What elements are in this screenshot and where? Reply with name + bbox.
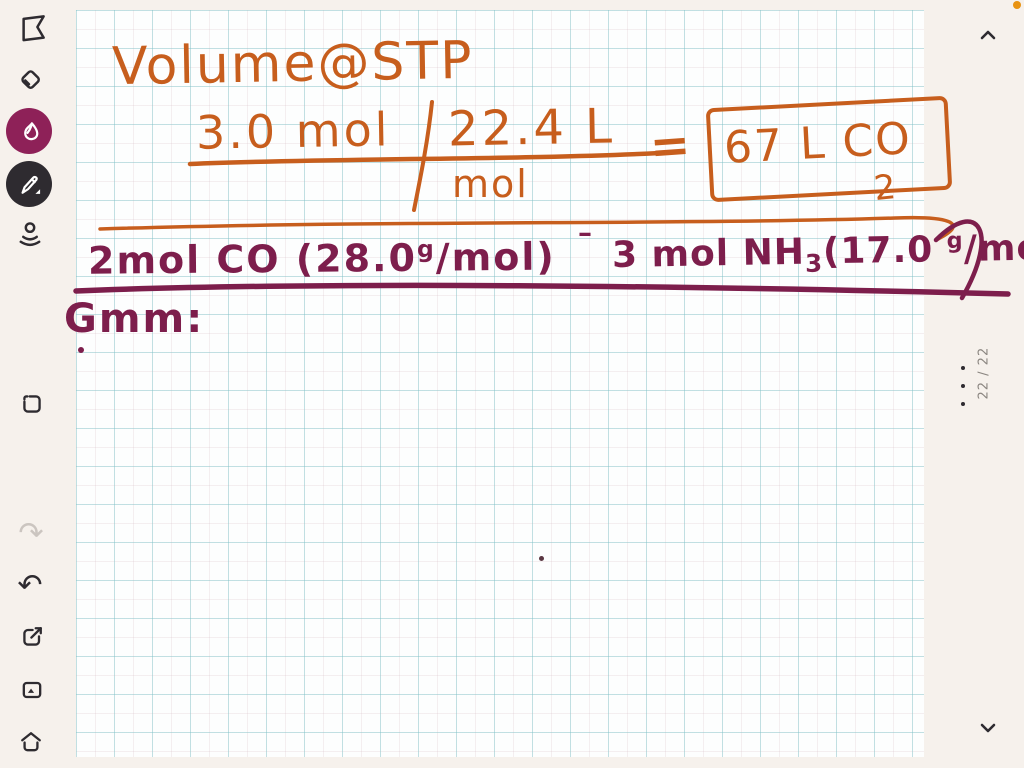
page-up-button[interactable] (974, 22, 1002, 48)
page-indicator: 22 / 22 (976, 346, 992, 400)
image-button[interactable] (16, 674, 48, 706)
reaction-left-unit: /mol) (435, 234, 556, 280)
page-menu-button[interactable] (957, 366, 969, 406)
reaction-separator: ˉ (576, 228, 594, 269)
page-down-button[interactable] (974, 715, 1002, 741)
redo-button[interactable]: ↷ (15, 515, 47, 551)
equals-sign: = (648, 116, 693, 176)
eraser-icon (21, 70, 40, 89)
kebab-menu-icon (961, 366, 965, 370)
reaction-right: 3 mol NH3(17.0 g/mol) (612, 226, 1024, 281)
pencil-button[interactable] (6, 161, 52, 207)
undo-button[interactable]: ↶ (14, 567, 46, 603)
pencil-icon (21, 175, 41, 194)
selection-cut-icon (22, 15, 45, 42)
selection-cut-button[interactable] (17, 11, 49, 43)
ink-dot (78, 347, 84, 353)
chevron-up-icon (980, 30, 996, 40)
drawing-canvas[interactable] (76, 10, 924, 757)
share-button[interactable] (16, 621, 48, 653)
eraser-button[interactable] (14, 63, 46, 95)
reaction-left: 2mol CO (28.0g/mol) (88, 234, 556, 283)
reaction-right-sup: g (946, 227, 964, 255)
ink-pen-button[interactable] (6, 108, 52, 154)
reaction-left-text: 2mol CO (28.0 (87, 235, 418, 283)
ink-dot (539, 556, 544, 561)
shapes-icon (23, 395, 41, 413)
reaction-right-text: 3 mol NH (611, 231, 806, 277)
laser-pointer-icon (19, 222, 41, 247)
kebab-menu-icon (961, 402, 965, 406)
home-icon (21, 732, 41, 752)
reaction-right-sub: 3 (804, 248, 824, 278)
note-title: Volume@STP (111, 30, 475, 98)
image-icon (22, 681, 42, 699)
chevron-down-icon (980, 723, 996, 733)
shapes-button[interactable] (16, 388, 48, 420)
laser-pointer-button[interactable] (14, 218, 46, 252)
fraction-numerator-right: 22.4 L (447, 98, 616, 158)
redo-icon: ↷ (18, 515, 44, 551)
share-icon (23, 627, 42, 646)
fraction-denominator: mol (452, 162, 529, 206)
record-indicator-dot (1013, 1, 1021, 9)
result-subscript: 2 (871, 166, 898, 210)
reaction-left-sup: g (416, 235, 436, 264)
reaction-right-unit: /mol) (963, 226, 1024, 270)
kebab-menu-icon (961, 384, 965, 388)
undo-icon: ↶ (17, 567, 43, 603)
fraction-numerator-left: 3.0 mol (195, 102, 391, 160)
result-value: 67 L CO (722, 113, 914, 174)
ink-pen-icon (24, 122, 39, 141)
reaction-right-mid: (17.0 (822, 229, 948, 273)
home-button[interactable] (15, 726, 47, 758)
gmm-label: Gmm: (64, 296, 205, 342)
